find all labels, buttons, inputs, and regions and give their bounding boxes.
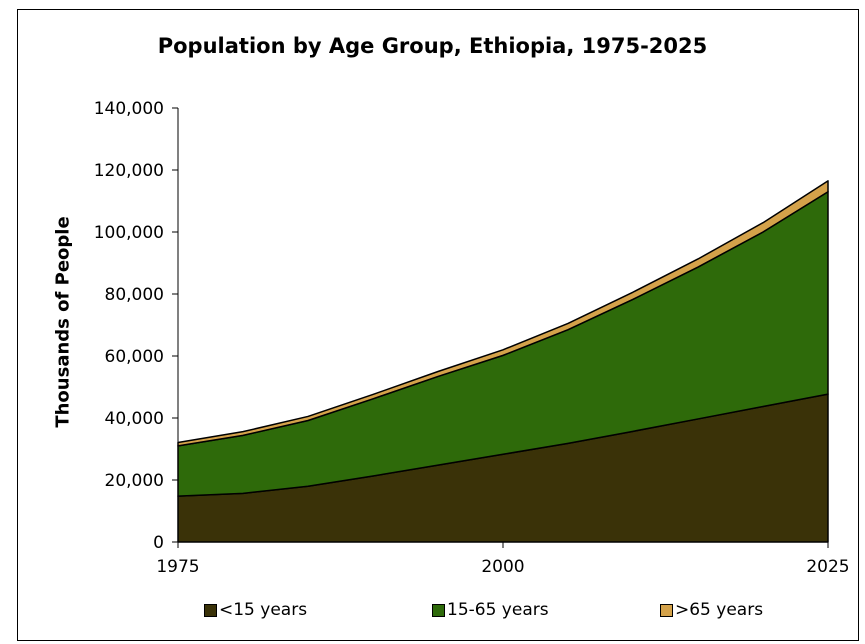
legend-label-15-65: 15-65 years <box>447 600 549 620</box>
legend-item-15-65: 15-65 years <box>432 600 549 620</box>
legend-item-under-15: <15 years <box>204 600 307 620</box>
legend-swatch-over-65 <box>660 603 673 617</box>
legend-label-under-15: <15 years <box>219 600 308 620</box>
y-tick-label: 40,000 <box>105 409 164 429</box>
chart-title: Population by Age Group, Ethiopia, 1975-… <box>157 34 708 58</box>
series-areas <box>177 180 829 543</box>
y-tick-label: 120,000 <box>94 161 164 181</box>
axes <box>172 107 829 548</box>
legend: <15 years 15-65 years >65 years <box>0 600 865 624</box>
legend-swatch-under-15 <box>204 603 217 617</box>
legend-item-over-65: >65 years <box>660 600 763 620</box>
legend-label-over-65: >65 years <box>675 600 764 620</box>
y-tick-label: 60,000 <box>105 347 164 367</box>
y-tick-label: 100,000 <box>94 223 164 243</box>
y-tick-label: 0 <box>153 533 164 553</box>
y-tick-labels: 0 20,000 40,000 60,000 80,000 100,000 120,000 1… <box>94 99 164 553</box>
y-tick-label: 20,000 <box>105 471 164 491</box>
x-tick-label: 1975 <box>156 557 199 577</box>
y-tick-label: 80,000 <box>105 285 164 305</box>
area-series-2 <box>177 180 829 447</box>
legend-swatch-15-65 <box>432 603 445 617</box>
x-tick-label: 2025 <box>806 557 849 577</box>
x-tick-labels: 1975 2000 2025 <box>156 557 849 577</box>
y-tick-label: 140,000 <box>94 99 164 119</box>
x-tick-label: 2000 <box>481 557 524 577</box>
